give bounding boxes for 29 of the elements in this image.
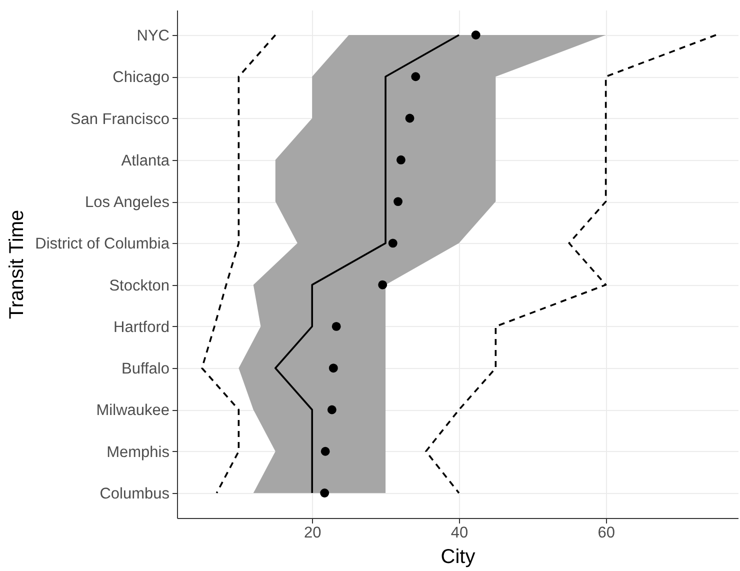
point <box>411 72 420 82</box>
y-tick-label: Stockton <box>109 277 170 294</box>
y-tick-label: Milwaukee <box>96 402 170 420</box>
y-tick-label: Columbus <box>100 486 170 503</box>
y-tick-label: Memphis <box>106 444 170 461</box>
y-tick-label: Atlanta <box>121 152 170 170</box>
x-tick-label: 40 <box>450 524 468 542</box>
point <box>320 446 330 456</box>
point <box>471 30 480 40</box>
x-tick-label: 20 <box>304 524 322 542</box>
y-tick-label: Buffalo <box>122 360 170 378</box>
point <box>320 488 330 498</box>
point <box>396 155 406 164</box>
y-tick-label: Los Angeles <box>85 194 170 212</box>
point <box>328 364 338 373</box>
x-tick-label: 60 <box>598 524 616 542</box>
y-tick-label: San Francisco <box>70 110 170 128</box>
point <box>378 280 388 290</box>
y-tick-label: Hartford <box>114 318 170 336</box>
point <box>332 322 341 331</box>
y-axis-title: Transit Time <box>6 210 28 320</box>
x-axis-title: City <box>440 546 476 568</box>
point <box>327 405 336 414</box>
point <box>394 197 402 206</box>
point <box>388 238 398 248</box>
point <box>405 114 414 123</box>
y-tick-label: Chicago <box>112 69 170 86</box>
y-tick-label: NYC <box>136 27 170 44</box>
y-tick-label: District of Columbia <box>35 236 170 253</box>
